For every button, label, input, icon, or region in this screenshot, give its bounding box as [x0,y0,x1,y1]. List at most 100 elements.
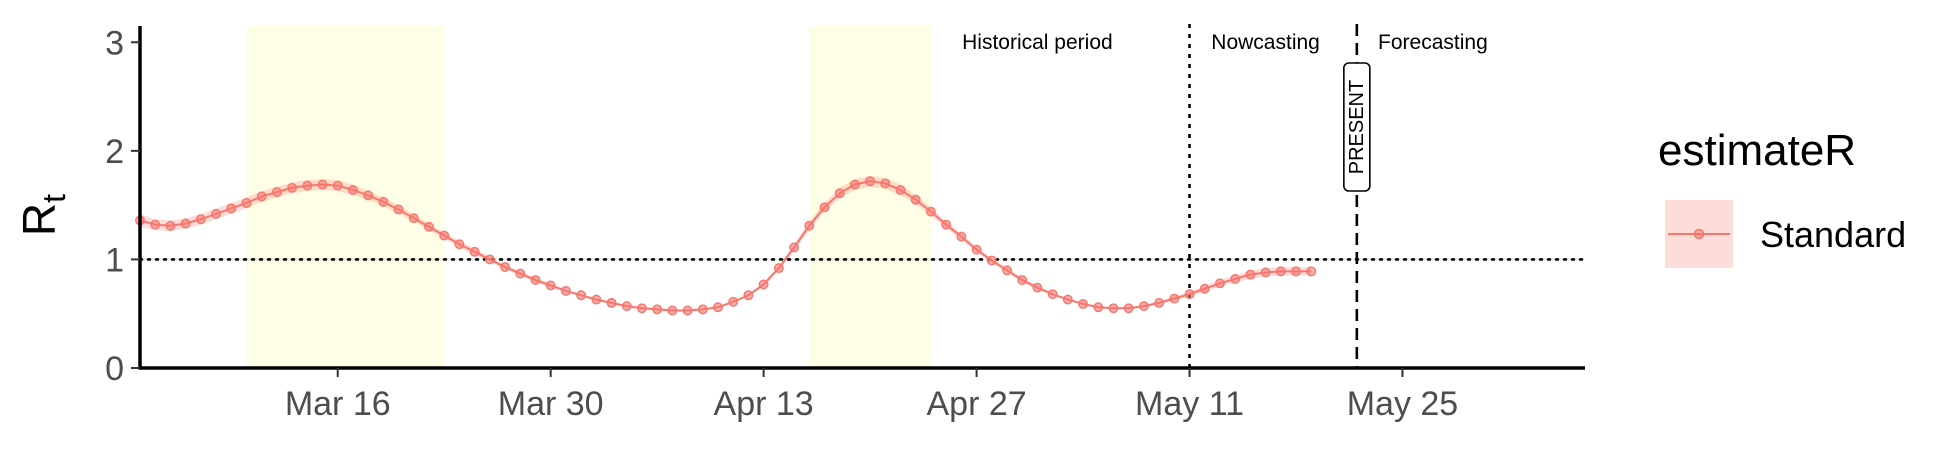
x-tick-label: May 25 [1347,385,1459,423]
data-point [393,204,404,215]
data-point [1214,278,1225,289]
data-point [515,268,526,279]
data-point [560,285,571,296]
data-point [667,305,678,316]
data-point [682,305,693,316]
shaded-periods [246,26,931,368]
data-point [1275,266,1286,277]
data-point [895,184,906,195]
data-point [1017,275,1028,286]
data-point [986,255,997,266]
y-tick-label: 1 [105,241,124,279]
y-tick-label: 3 [105,24,124,62]
data-point [880,178,891,189]
data-point [424,221,434,232]
legend-title: estimateR [1658,126,1856,175]
data-point [804,220,815,231]
data-point [1032,282,1043,293]
series-layer [135,176,1317,316]
legend-key-point [1693,228,1705,240]
data-point [1047,289,1058,300]
x-tick-label: Apr 27 [926,385,1026,423]
y-axis-label-main: R [13,203,65,236]
vertical-lines-layer [1188,24,1359,368]
data-point [378,196,389,207]
data-point [1078,298,1089,309]
data-point [773,263,784,274]
x-tick-label: Mar 30 [498,385,604,423]
y-axis-label-subscript: t [36,194,72,203]
data-point [849,179,860,190]
data-point [363,190,374,201]
data-point [347,184,358,195]
data-point [1260,267,1271,278]
data-point [758,279,769,290]
region-label: Forecasting [1378,31,1488,54]
data-point [621,301,632,312]
data-point [1062,294,1073,305]
region-label: Nowcasting [1211,31,1320,54]
data-point [500,262,511,272]
data-point [576,290,587,301]
data-point [1291,266,1301,277]
data-point [530,275,541,286]
data-point [789,242,800,253]
data-point [1169,293,1180,304]
data-point [1002,265,1012,276]
data-point [408,213,419,224]
data-point [713,302,723,313]
data-point [865,176,876,187]
data-point [1184,289,1195,300]
present-label-text: PRESENT [1346,80,1368,174]
data-point [165,220,176,231]
data-point [302,180,313,191]
data-point [332,180,343,191]
data-point [941,219,952,230]
x-tick-label: May 11 [1135,385,1244,423]
data-point [211,208,222,219]
data-point [971,244,982,255]
data-point [1138,301,1149,312]
data-point [545,280,556,291]
data-point [1154,297,1165,308]
data-point [256,191,267,202]
data-point [728,296,739,307]
data-point [1123,303,1134,314]
data-point [606,297,617,308]
data-point [925,206,936,217]
data-point [195,214,206,225]
y-tick-label: 0 [105,350,124,388]
data-point [591,294,602,305]
data-point [1108,303,1119,314]
data-point [834,188,845,199]
data-point [956,231,967,242]
present-label-box [1343,62,1371,192]
legend: estimateR Standard [1658,126,1906,268]
data-point [439,230,450,241]
x-tick-label: Apr 13 [714,385,814,423]
shaded-period-0 [246,26,445,368]
region-labels: Historical period Nowcasting Forecasting PR… [962,31,1488,192]
svg-text:Rt: Rt [13,194,72,236]
data-point [910,194,921,205]
data-point [271,187,282,198]
data-point [819,202,830,213]
x-tick-label: Mar 16 [285,385,391,423]
region-label: Historical period [962,31,1113,54]
data-point [484,254,495,265]
data-point [1306,266,1317,277]
data-point [241,198,252,208]
data-point [743,290,754,301]
data-point [180,218,191,229]
data-point [317,179,328,190]
data-point [150,219,161,230]
data-point [697,304,708,315]
data-point [652,304,663,315]
data-point [1093,302,1104,313]
data-point [454,239,465,250]
data-point [287,182,298,193]
y-tick-label: 2 [105,133,124,171]
data-point [1245,269,1256,280]
y-axis-label: Rt [13,194,72,236]
